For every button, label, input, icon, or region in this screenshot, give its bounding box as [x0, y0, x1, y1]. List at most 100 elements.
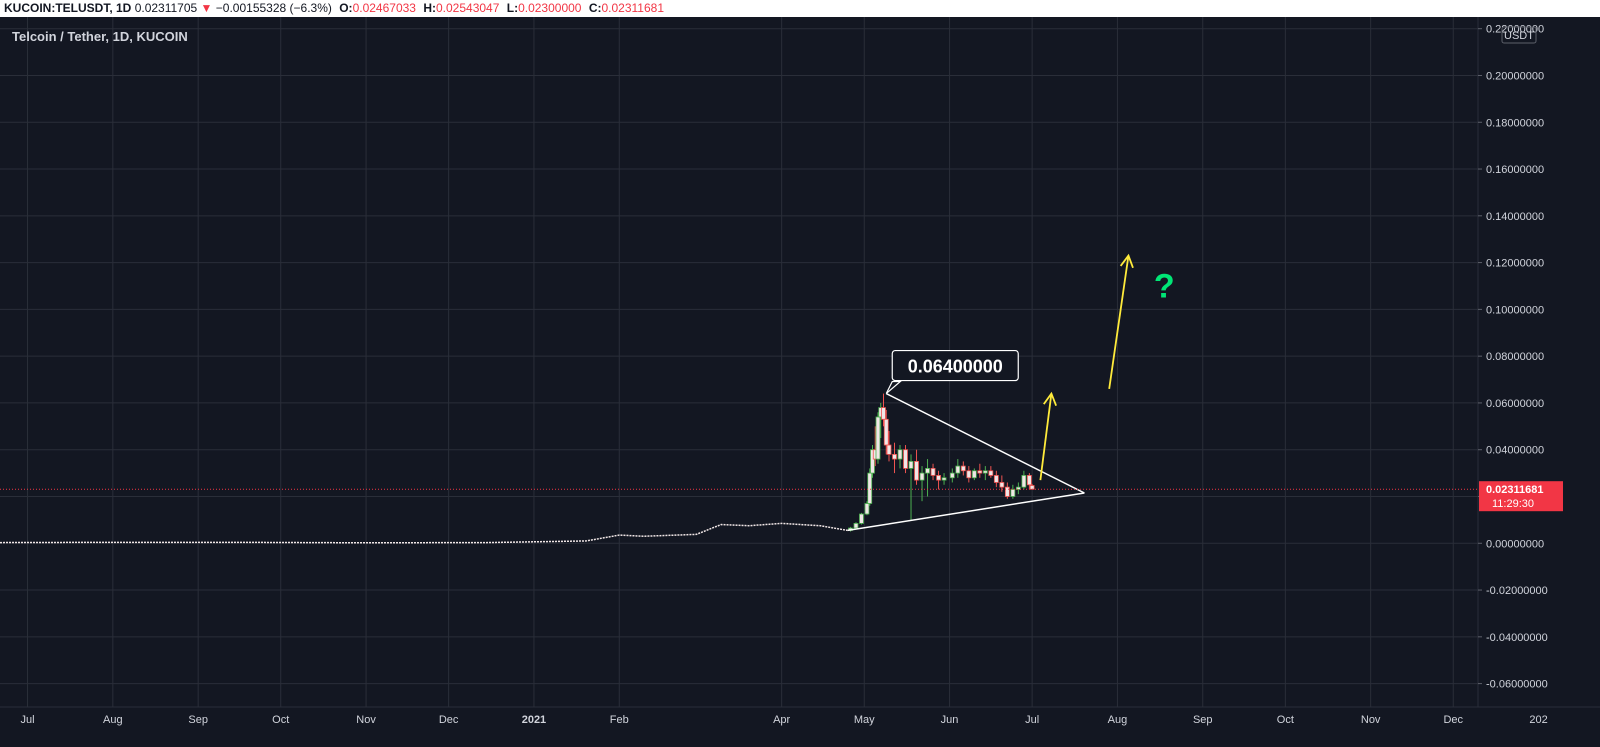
price-series — [0, 522, 848, 544]
candle-body — [897, 449, 903, 460]
candle-body — [1015, 486, 1021, 490]
candle-body — [977, 470, 983, 474]
candle-body — [999, 482, 1005, 488]
candle-body — [864, 503, 870, 515]
grid — [0, 17, 1478, 707]
high-label: H: — [423, 1, 436, 15]
y-tick-label: 0.00000000 — [1486, 538, 1544, 550]
x-tick-label: Jul — [1025, 714, 1039, 726]
candle — [925, 459, 930, 497]
candle — [966, 466, 972, 483]
candle — [883, 409, 889, 455]
candle — [864, 501, 870, 516]
x-tick-label: Dec — [1443, 714, 1463, 726]
candle — [919, 466, 925, 502]
candle-body — [919, 472, 925, 481]
high-value: 0.02543047 — [435, 1, 500, 15]
candle-body — [908, 461, 914, 469]
trendline-upper[interactable] — [885, 392, 1085, 494]
x-tick-label: Aug — [103, 714, 123, 726]
candle-body — [1021, 475, 1027, 488]
y-tick-label: 0.18000000 — [1486, 117, 1544, 129]
peak-callout[interactable]: 0.06400000 — [885, 349, 1019, 395]
currency-badge[interactable]: USDT — [1501, 26, 1537, 44]
trendline-lower[interactable] — [847, 492, 1085, 532]
current-price-tag[interactable]: 0.02311681 11:29:30 — [1479, 481, 1563, 512]
y-tick-label: 0.16000000 — [1486, 164, 1544, 176]
x-tick-label: Feb — [610, 714, 629, 726]
candle-body — [870, 449, 875, 474]
symbol-label[interactable]: KUCOIN:TELUSDT, 1D — [4, 1, 132, 15]
question-mark[interactable]: ? — [1154, 268, 1175, 306]
candle — [982, 466, 988, 481]
y-tick-label: 0.10000000 — [1486, 304, 1544, 316]
candlestick-chart[interactable]: ?0.06400000 0.220000000.200000000.180000… — [0, 17, 1600, 747]
price-tag-value: 0.02311681 — [1486, 484, 1544, 496]
candle — [930, 463, 936, 481]
candle — [1010, 484, 1016, 499]
close-value: 0.02311681 — [601, 1, 664, 15]
candle — [936, 470, 941, 490]
arrow-big-shaft — [1108, 255, 1130, 390]
candle — [1026, 473, 1032, 490]
arrow-small[interactable] — [1039, 391, 1057, 481]
candle-body — [971, 470, 977, 479]
candle-body — [867, 472, 873, 504]
time-axis[interactable]: Jul Aug Sep Oct Nov Dec 2021 Feb Apr May Jun Jul Aug… — [20, 714, 1547, 726]
drawings[interactable]: ? 0.06400000 — [0, 253, 1478, 532]
y-tick-label: 0.20000000 — [1486, 70, 1544, 82]
candle — [875, 412, 881, 464]
candle-body — [955, 465, 961, 474]
candle — [949, 468, 955, 483]
candle — [955, 459, 961, 478]
arrow-big[interactable] — [1108, 253, 1134, 390]
y-tick-label: 0.04000000 — [1486, 445, 1544, 457]
candle — [897, 445, 903, 469]
candle-body — [988, 470, 994, 476]
close-label: C: — [588, 1, 602, 15]
x-tick-label: 2021 — [522, 714, 546, 726]
last-price: 0.02311705 — [134, 1, 198, 15]
callout-box — [891, 349, 1019, 382]
candle — [999, 475, 1005, 492]
price-tag-countdown: 11:29:30 — [1492, 498, 1534, 510]
candle — [859, 512, 864, 525]
candle — [886, 431, 892, 462]
candle-body — [859, 513, 864, 524]
candle — [908, 454, 914, 520]
chart-title: Telcoin / Tether, 1D, KUCOIN — [12, 29, 188, 44]
x-tick-label: Sep — [188, 714, 208, 726]
x-tick-label: Nov — [356, 714, 376, 726]
x-tick-label: Nov — [1361, 714, 1381, 726]
candle — [1021, 470, 1027, 490]
candle-body — [1026, 475, 1032, 486]
arrow-big-head — [1119, 253, 1134, 269]
low-value: 0.02300000 — [518, 1, 582, 15]
candle-body — [960, 465, 966, 472]
x-tick-label: Apr — [773, 714, 790, 726]
callout-text: 0.06400000 — [908, 357, 1003, 377]
candle-body — [1029, 485, 1035, 490]
x-tick-label: May — [854, 714, 875, 726]
candle-body — [914, 461, 919, 481]
ohlc-header: KUCOIN:TELUSDT, 1D 0.02311705 ▼ −0.00155… — [0, 0, 1600, 17]
x-tick-label: Jun — [941, 714, 959, 726]
candle-body — [892, 453, 897, 460]
arrow-small-head — [1043, 391, 1057, 407]
candle — [914, 449, 919, 485]
x-tick-label: Aug — [1108, 714, 1128, 726]
y-tick-label: -0.04000000 — [1486, 632, 1548, 644]
x-tick-label: Dec — [439, 714, 459, 726]
chart-background — [0, 17, 1600, 747]
x-tick-label: Jul — [20, 714, 34, 726]
candle-body — [1010, 489, 1016, 497]
price-change: −0.00155328 (−6.3%) — [215, 1, 332, 15]
y-tick-label: 0.06000000 — [1486, 398, 1544, 410]
callout-pointer — [885, 380, 902, 395]
x-tick-label: 202 — [1529, 714, 1547, 726]
y-tick-label: 0.12000000 — [1486, 258, 1544, 270]
price-tag-box — [1479, 481, 1563, 512]
open-label: O: — [339, 1, 353, 15]
currency-badge-box — [1501, 26, 1537, 44]
y-tick-label: 0.08000000 — [1486, 351, 1544, 363]
